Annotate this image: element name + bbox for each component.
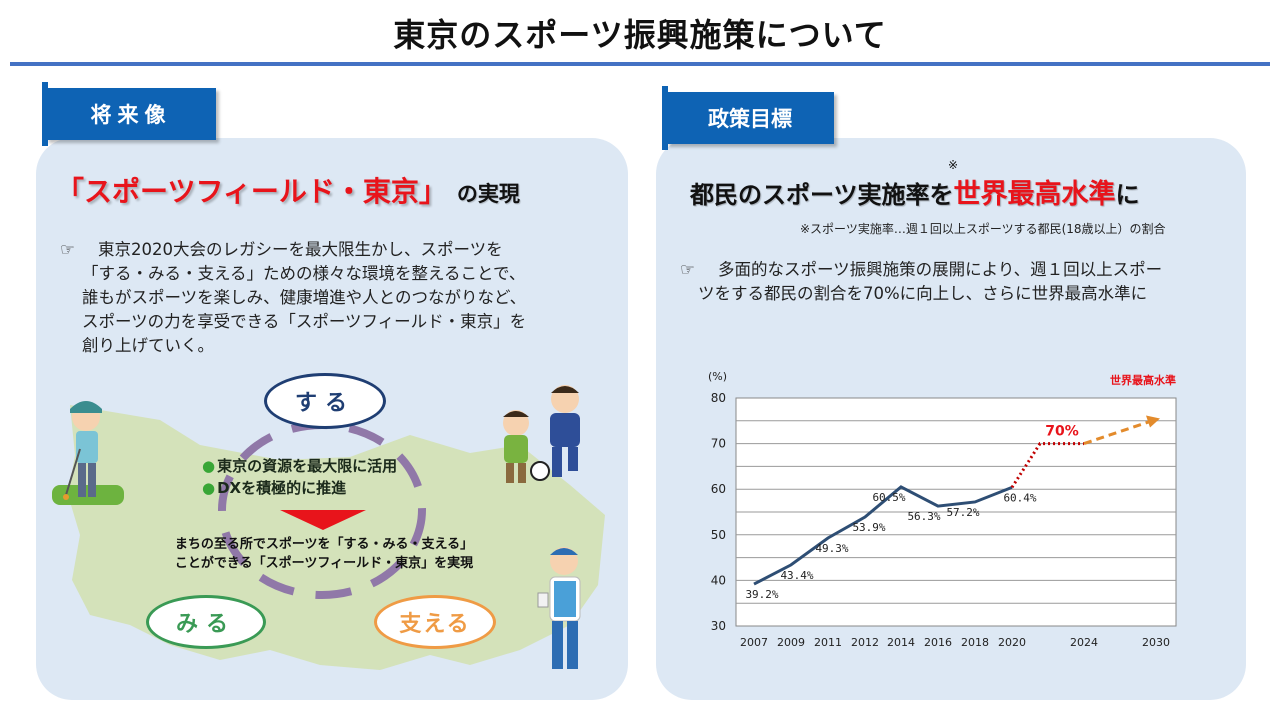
data-label: 49.3% bbox=[815, 542, 848, 555]
data-label: 60.4% bbox=[1003, 491, 1036, 504]
x-tick-label: 2007 bbox=[740, 636, 768, 649]
policy-bullet: ☞ 多面的なスポーツ振興施策の展開により、週１回以上スポー ツをする都民の割合を… bbox=[680, 258, 1228, 306]
target-label: 70% bbox=[1045, 424, 1079, 440]
bullet-dot-icon: ● bbox=[202, 479, 216, 497]
policy-bullet-line: 多面的なスポーツ振興施策の展開により、週１回以上スポー bbox=[718, 260, 1163, 279]
participation-rate-chart: 30 40 50 60 70 80 (%) 2007 2009 2011 2012 2014 2016 2… bbox=[708, 370, 1177, 649]
footnote-mark: ※ bbox=[948, 158, 959, 172]
y-tick-label: 40 bbox=[711, 573, 726, 587]
vision-bullet-line: 創り上げていく。 bbox=[82, 336, 214, 355]
strategy-point: DXを積極的に推進 bbox=[217, 479, 347, 497]
sasaeru-label: 支える bbox=[374, 595, 496, 649]
vision-result: まちの至る所でスポーツを「する・みる・支える」 ことができる「スポーツフィールド… bbox=[174, 535, 474, 573]
suru-label: する bbox=[264, 373, 386, 429]
target-line bbox=[1010, 442, 1084, 489]
data-label: 43.4% bbox=[780, 569, 813, 582]
policy-goal-heading-part: に bbox=[1115, 181, 1140, 209]
y-tick-label: 70 bbox=[711, 437, 726, 451]
y-axis-label: (%) bbox=[708, 370, 727, 383]
vision-heading: 「スポーツフィールド・東京」 の実現 bbox=[56, 170, 520, 210]
strategy-points: ● 東京の資源を最大限に活用 ● DXを積極的に推進 bbox=[202, 455, 397, 499]
vision-bullet: ☞ 東京2020大会のレガシーを最大限生かし、スポーツを 「する・みる・支える」… bbox=[60, 238, 600, 358]
vision-heading-highlight: 「スポーツフィールド・東京」 bbox=[56, 175, 447, 208]
tab-policy-goal: 政策目標 bbox=[662, 86, 834, 150]
data-label: 53.9% bbox=[852, 521, 885, 534]
projection-label: 世界最高水準 bbox=[1110, 373, 1176, 387]
volunteer-icon bbox=[537, 547, 581, 669]
page-title: 東京のスポーツ振興施策について bbox=[393, 16, 887, 54]
footnote: ※スポーツ実施率…週１回以上スポーツする都民(18歳以上）の割合 bbox=[800, 222, 1166, 236]
x-tick-label: 2011 bbox=[814, 636, 842, 649]
y-tick-label: 60 bbox=[711, 482, 726, 496]
policy-goal-heading: ※ 都民のスポーツ実施率を世界最高水準に bbox=[690, 158, 1140, 211]
data-label: 60.5% bbox=[872, 491, 905, 504]
x-tick-label: 2030 bbox=[1142, 636, 1170, 649]
data-label: 56.3% bbox=[907, 510, 940, 523]
projection-arrow-icon bbox=[1146, 415, 1160, 428]
vision-heading-suffix: の実現 bbox=[456, 182, 520, 206]
bullet-dot-icon: ● bbox=[202, 457, 216, 475]
data-label: 39.2% bbox=[745, 588, 778, 601]
vision-bullet-line: 東京2020大会のレガシーを最大限生かし、スポーツを bbox=[98, 240, 503, 259]
title-divider bbox=[10, 62, 1270, 66]
miru-label: みる bbox=[146, 595, 266, 649]
projection-line bbox=[1083, 420, 1151, 446]
tab-vision: 将来像 bbox=[42, 82, 216, 146]
policy-bullet-line: ツをする都民の割合を70%に向上し、さらに世界最高水準に bbox=[698, 284, 1148, 303]
x-tick-label: 2018 bbox=[961, 636, 989, 649]
x-tick-label: 2016 bbox=[924, 636, 952, 649]
y-tick-label: 50 bbox=[711, 528, 726, 542]
vision-result-line: まちの至る所でスポーツを「する・みる・支える」 bbox=[174, 537, 474, 552]
strategy-point: 東京の資源を最大限に活用 bbox=[217, 457, 398, 475]
pointing-hand-icon: ☞ bbox=[60, 240, 75, 259]
x-tick-label: 2009 bbox=[777, 636, 805, 649]
vision-bullet-line: スポーツの力を享受できる「スポーツフィールド・東京」を bbox=[82, 312, 527, 331]
children-soccer-icon bbox=[503, 385, 580, 483]
x-tick-label: 2012 bbox=[851, 636, 879, 649]
series-line bbox=[753, 485, 1013, 586]
x-tick-label: 2020 bbox=[998, 636, 1026, 649]
x-tick-label: 2014 bbox=[887, 636, 915, 649]
data-label: 57.2% bbox=[946, 506, 979, 519]
sports-field-illustration: する ● 東京の資源を最大限に活用 ● DXを積極的に推進 まちの至る所でスポーツを… bbox=[50, 365, 610, 680]
x-tick-label: 2024 bbox=[1070, 636, 1098, 649]
pointing-hand-icon: ☞ bbox=[680, 260, 695, 279]
y-tick-label: 80 bbox=[711, 391, 726, 405]
y-tick-label: 30 bbox=[711, 619, 726, 633]
vision-bullet-line: 誰もがスポーツを楽しみ、健康増進や人とのつながりなど、 bbox=[82, 288, 527, 307]
policy-goal-highlight: 世界最高水準 bbox=[953, 179, 1116, 210]
vision-bullet-line: 「する・みる・支える」ための様々な環境を整えることで、 bbox=[82, 264, 526, 283]
golfer-icon bbox=[52, 401, 124, 505]
policy-goal-heading-part: 都民のスポーツ実施率を bbox=[690, 181, 954, 209]
vision-result-line: ことができる「スポーツフィールド・東京」を実現 bbox=[174, 556, 474, 571]
